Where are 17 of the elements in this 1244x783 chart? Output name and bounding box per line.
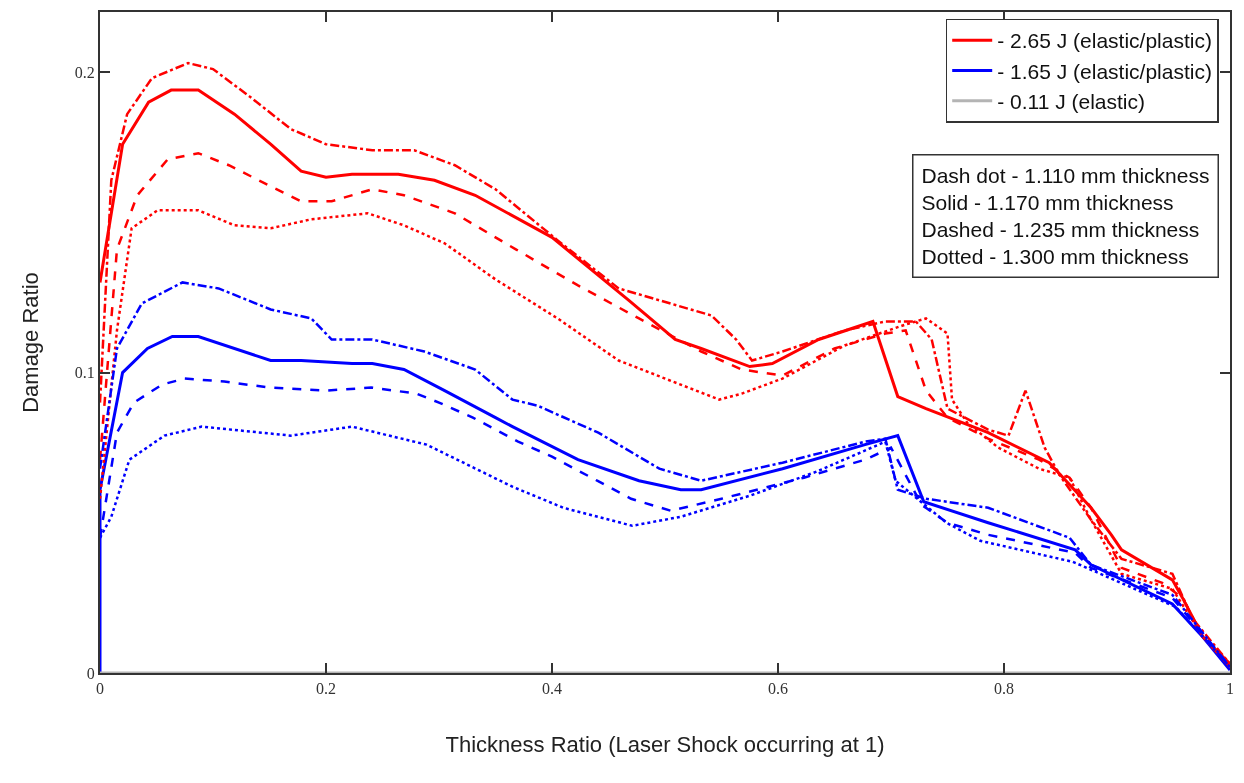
annotation: Solid - 1.170 mm thickness — [921, 190, 1174, 214]
annotation: Dashed - 1.235 mm thickness — [921, 218, 1200, 242]
x-tick-label: 0.6 — [768, 680, 788, 698]
x-tick-label: 0.2 — [316, 680, 336, 698]
y-tick-label: 0.2 — [74, 63, 95, 81]
y-axis-title: Damage Ratio — [18, 272, 44, 413]
x-tick-label: 1 — [1226, 680, 1234, 698]
annotation: Dotted - 1.300 mm thickness — [921, 245, 1189, 269]
x-axis-title: Thickness Ratio (Laser Shock occurring at 1) — [445, 731, 885, 757]
x-tick-label: 0.8 — [994, 680, 1014, 698]
annotation: Dash dot - 1.110 mm thickness — [921, 163, 1210, 187]
x-tick-label: 0.4 — [542, 680, 562, 698]
legend-label: - 0.11 J (elastic) — [997, 90, 1146, 114]
legend-label: - 1.65 J (elastic/plastic) — [997, 59, 1212, 83]
y-tick-label: 0.1 — [74, 364, 95, 382]
legend-label: - 2.65 J (elastic/plastic) — [997, 29, 1212, 53]
y-tick-label: 0 — [86, 664, 95, 682]
